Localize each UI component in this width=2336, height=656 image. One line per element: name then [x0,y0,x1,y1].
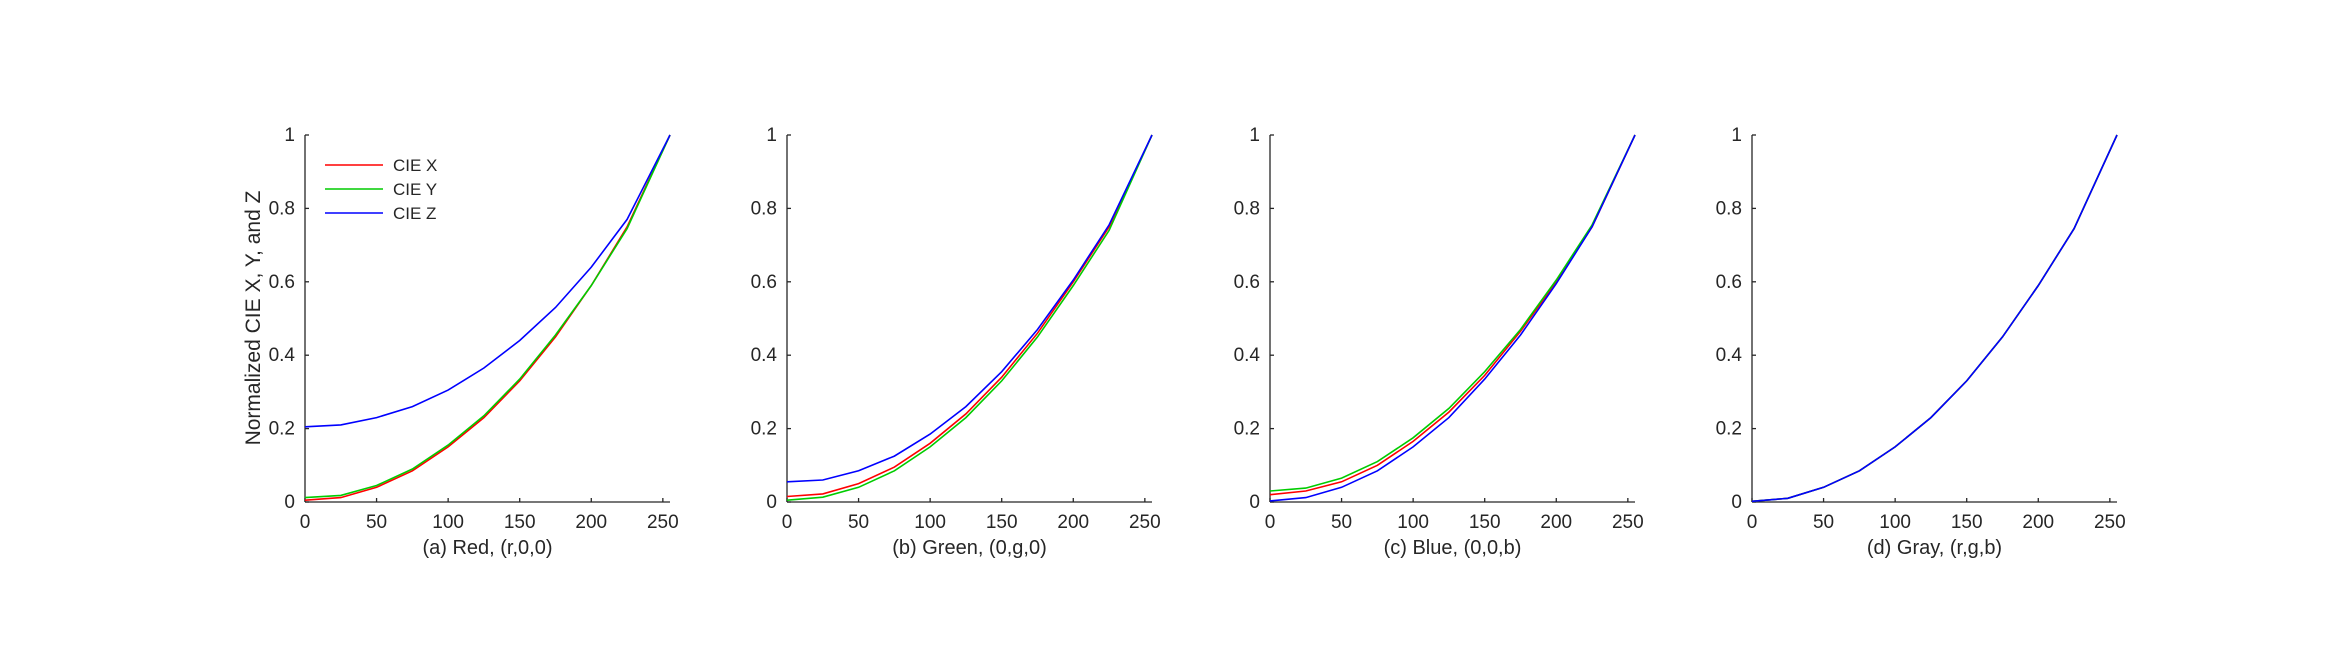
y-tick-label: 0.6 [751,272,777,293]
legend: CIE X CIE Y CIE Z [325,156,437,223]
x-axis-label: (a) Red, (r,0,0) [422,537,552,559]
x-tick-label: 0 [1265,512,1276,533]
x-tick-label: 100 [1397,512,1429,533]
y-tick-label: 1 [1249,125,1260,146]
y-tick-label: 0.8 [1234,198,1260,219]
y-tick-label: 1 [766,125,777,146]
x-tick-label: 150 [1469,512,1501,533]
y-tick-label: 0.2 [269,419,295,440]
legend-label-cie-z: CIE Z [393,204,436,223]
legend-label-cie-y: CIE Y [393,180,437,199]
y-tick-label: 0.8 [1716,198,1742,219]
series-line-cie-z [1269,134,1636,502]
y-tick-label: 0.8 [269,198,295,219]
x-tick-label: 250 [647,512,679,533]
x-tick-label: 250 [1129,512,1161,533]
y-tick-label: 1 [284,125,295,146]
chart-panel-blue: 0 0.2 0.4 0.6 0.8 1 0 50 100 150 200 250 (c) Blue, (… [1234,125,1644,559]
y-tick-label: 0 [1731,492,1742,513]
x-tick-label: 200 [2022,512,2054,533]
x-tick-label: 50 [848,512,869,533]
y-tick-label: 0.4 [1234,345,1261,366]
x-axis-label: (c) Blue, (0,0,b) [1384,537,1522,559]
x-tick-label: 50 [1813,512,1834,533]
y-tick-label: 0.2 [751,419,777,440]
series-line-cie-z [1751,134,2118,503]
figure-y-axis-label: Normalized CIE X, Y, and Z [242,190,265,445]
x-axis-label: (b) Green, (0,g,0) [892,537,1047,559]
y-tick-label: 0.4 [269,345,296,366]
y-tick-label: 0.2 [1234,419,1260,440]
x-tick-label: 50 [1331,512,1352,533]
y-tick-label: 0.4 [1716,345,1743,366]
chart-panel-green: 0 0.2 0.4 0.6 0.8 1 0 50 100 150 200 250 (b) Green, … [751,125,1161,559]
y-tick-label: 0.2 [1716,419,1742,440]
x-tick-label: 0 [300,512,311,533]
y-tick-label: 0.8 [751,198,777,219]
x-tick-label: 100 [914,512,946,533]
y-tick-label: 0.6 [1716,272,1742,293]
x-tick-label: 200 [1057,512,1089,533]
chart-panels: 00.20.40.60.810 50 100 150 200 250(a) Red, (r… [269,125,2126,559]
legend-label-cie-x: CIE X [393,156,437,175]
y-tick-label: 0 [1249,492,1260,513]
y-tick-label: 0.6 [269,272,295,293]
series-line-cie-x [786,134,1153,498]
x-tick-label: 0 [1747,512,1758,533]
x-tick-label: 250 [1612,512,1644,533]
x-tick-label: 250 [2094,512,2126,533]
series-line-cie-y [1751,134,2118,503]
series-line-cie-x [1269,134,1636,496]
series-line-cie-y [304,134,671,499]
series-line-cie-x [1751,134,2118,503]
x-tick-label: 150 [1951,512,1983,533]
series-line-cie-z [786,134,1153,483]
y-tick-label: 0.6 [1234,272,1260,293]
y-tick-label: 0 [284,492,295,513]
y-tick-label: 1 [1731,125,1742,146]
chart-panel-gray: 0 0.2 0.4 0.6 0.8 1 0 50 100 150 200 250 (d) Gray, (… [1716,125,2126,559]
x-tick-label: 200 [575,512,607,533]
x-tick-label: 50 [366,512,387,533]
x-tick-label: 100 [432,512,464,533]
x-tick-label: 0 [782,512,793,533]
series-line-cie-z [304,134,671,428]
y-tick-label: 0 [766,492,777,513]
x-axis-label: (d) Gray, (r,g,b) [1867,537,2002,559]
series-line-cie-y [786,134,1153,501]
x-tick-label: 200 [1540,512,1572,533]
x-tick-label: 150 [504,512,536,533]
series-line-cie-y [1269,134,1636,492]
y-tick-label: 0.4 [751,345,778,366]
x-tick-label: 150 [986,512,1018,533]
x-tick-label: 100 [1879,512,1911,533]
chart-panel-red: 0 0.2 0.4 0.6 0.8 1 0 50 100 150 200 250 (a) Red, (r… [269,125,679,559]
